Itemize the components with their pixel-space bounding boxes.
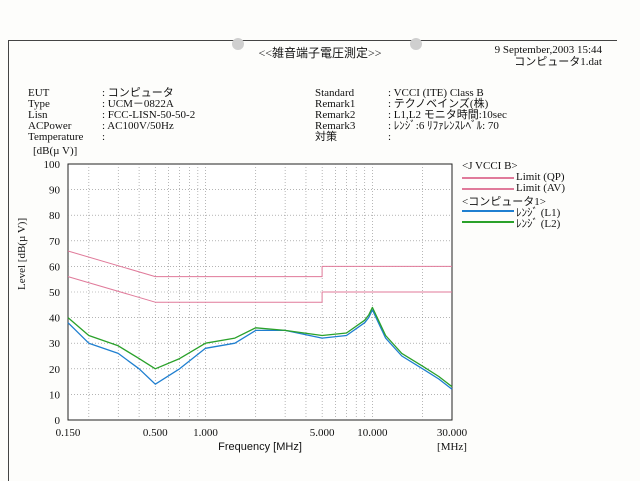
legend-item-l1: ﾚﾝｼﾞ (L1) <box>462 204 602 219</box>
x-tick-label: 10.000 <box>357 427 388 439</box>
y-tick-label: 30 <box>49 338 61 350</box>
legend-item-limit-qp: Limit (QP) <box>462 171 602 183</box>
meta-key: Type <box>28 98 50 110</box>
legend-item-limit-av: Limit (AV) <box>462 182 602 194</box>
punch-hole <box>410 38 422 50</box>
meta-key: Lisn <box>28 109 48 121</box>
series-line-limit-qp <box>67 250 452 278</box>
series-line-l1 <box>67 309 453 390</box>
report-date-block: 9 September,2003 15:44 コンピュータ1.dat <box>495 44 602 68</box>
meta-key: ACPower <box>28 120 72 132</box>
y-tick-label: 90 <box>49 185 61 197</box>
y-unit-label: [dB(µ V)] <box>33 145 78 157</box>
meta-value: : FCC-LISN-50-50-2 <box>102 109 196 121</box>
meta-key: Remark1 <box>315 98 356 110</box>
meta-key: EUT <box>28 87 50 99</box>
meta-key: 対策 <box>315 131 337 143</box>
y-tick-label: 20 <box>49 364 61 376</box>
meta-right-values: : VCCI (ITE) Class B : テクノベインズ(株) : L1,L… <box>388 88 507 143</box>
report-title: <<雑音端子電圧測定>> <box>258 46 382 60</box>
meta-value: : テクノベインズ(株) <box>388 98 489 110</box>
legend-swatch <box>462 188 514 190</box>
meta-value: : ﾚﾝｼﾞ:6 ﾘﾌｧﾚﾝｽﾚﾍﾞﾙ: 70 <box>388 120 499 132</box>
y-tick-label: 10 <box>49 389 61 401</box>
legend-swatch <box>462 177 514 179</box>
legend-swatch <box>462 221 514 223</box>
series-line-l2 <box>67 306 453 388</box>
y-tick-label: 100 <box>44 159 61 171</box>
report-date: 9 September,2003 15:44 <box>494 44 602 56</box>
report-file: コンピュータ1.dat <box>514 56 602 68</box>
meta-value: : VCCI (ITE) Class B <box>388 87 484 99</box>
y-tick-label: 40 <box>49 313 61 325</box>
report-frame <box>8 40 617 481</box>
meta-value: : UCM－0822A <box>102 98 174 110</box>
x-tick-label: 0.500 <box>143 427 168 439</box>
y-tick-label: 50 <box>49 287 61 299</box>
meta-right-keys: Standard Remark1 Remark2 Remark3 対策 <box>315 88 355 143</box>
y-tick-label: 70 <box>49 236 61 248</box>
meta-key: Standard <box>315 87 355 99</box>
series-line-limit-av <box>67 276 452 303</box>
meta-value: : AC100V/50Hz <box>102 120 174 132</box>
meta-value: : <box>102 131 106 143</box>
meta-key: Remark3 <box>315 120 356 132</box>
meta-key: Remark2 <box>315 109 356 121</box>
legend-group-title: <コンピュータ1> <box>462 196 546 208</box>
meta-value: : L1,L2 モニタ時間:10sec <box>388 109 507 121</box>
x-tick-label: 5.000 <box>310 427 335 439</box>
legend-item-l2: ﾚﾝｼﾞ (L2) <box>462 215 602 230</box>
x-tick-label: 0.150 <box>56 427 81 439</box>
punch-hole <box>232 38 244 50</box>
x-tick-label: 30.000 <box>437 427 468 439</box>
legend-swatch <box>462 210 514 212</box>
meta-key: Temperature <box>28 131 84 143</box>
x-axis-title: Frequency [MHz] <box>218 441 302 453</box>
meta-left-keys: EUT Type Lisn ACPower Temperature <box>28 88 83 143</box>
y-tick-label: 80 <box>49 210 61 222</box>
y-tick-label: 0 <box>55 415 61 427</box>
meta-left-values: : コンピュータ : UCM－0822A : FCC-LISN-50-50-2 … <box>102 88 195 143</box>
y-tick-label: 60 <box>49 261 61 273</box>
chart-legend: <J VCCI B> Limit (QP) Limit (AV) <コンピュータ… <box>462 160 602 230</box>
meta-value: : コンピュータ <box>102 87 174 99</box>
x-unit-label: [MHz] <box>437 441 467 453</box>
x-tick-label: 1.000 <box>193 427 218 439</box>
meta-value: : <box>388 131 392 143</box>
legend-group-title: <J VCCI B> <box>462 160 518 172</box>
